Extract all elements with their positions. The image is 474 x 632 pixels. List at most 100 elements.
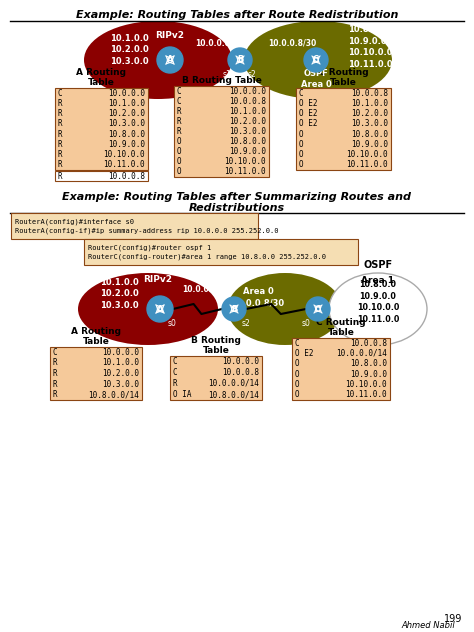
Text: 10.9.0.0: 10.9.0.0: [350, 370, 387, 379]
Text: 10.8.0.0: 10.8.0.0: [350, 360, 387, 368]
Text: R: R: [173, 379, 178, 388]
FancyBboxPatch shape: [174, 86, 269, 177]
Text: 10.0.0.8/30: 10.0.0.8/30: [268, 39, 316, 47]
FancyBboxPatch shape: [11, 213, 258, 239]
Text: RouterA(config)#interface s0
RouterA(config-if)#ip summary-address rip 10.0.0.0 : RouterA(config)#interface s0 RouterA(con…: [15, 218, 279, 234]
Text: O: O: [295, 391, 300, 399]
Text: 10.10.0.0: 10.10.0.0: [346, 380, 387, 389]
Text: B Routing Table: B Routing Table: [182, 76, 262, 85]
Text: R: R: [58, 161, 63, 169]
Text: Area 1: Area 1: [362, 276, 394, 285]
Text: s2: s2: [242, 319, 250, 328]
Ellipse shape: [244, 21, 392, 99]
Text: 10.1.0.0
10.2.0.0
10.3.0.0: 10.1.0.0 10.2.0.0 10.3.0.0: [110, 33, 149, 66]
Text: O: O: [295, 370, 300, 379]
Ellipse shape: [228, 273, 343, 345]
Text: O E2: O E2: [299, 109, 318, 118]
Circle shape: [228, 48, 252, 72]
Text: C Routing
Table: C Routing Table: [316, 318, 366, 337]
Text: B: B: [237, 56, 243, 64]
Text: 10.0.0.8: 10.0.0.8: [351, 88, 388, 97]
Text: C: C: [173, 368, 178, 377]
Text: 10.0.0.0: 10.0.0.0: [102, 348, 139, 357]
Text: C: C: [313, 56, 319, 64]
Text: O: O: [177, 147, 182, 156]
Text: C: C: [58, 88, 63, 97]
Text: C: C: [295, 339, 300, 348]
Text: 10.1.0.0
10.2.0.0
10.3.0.0: 10.1.0.0 10.2.0.0 10.3.0.0: [100, 277, 139, 310]
Circle shape: [157, 47, 183, 73]
Text: Example: Routing Tables after Summarizing Routes and: Example: Routing Tables after Summarizin…: [63, 192, 411, 202]
FancyBboxPatch shape: [84, 239, 358, 265]
Text: 10.0.0.8: 10.0.0.8: [229, 97, 266, 106]
Text: 10.10.0.0: 10.10.0.0: [224, 157, 266, 166]
Text: R: R: [58, 150, 63, 159]
Text: R: R: [58, 99, 63, 108]
Text: O: O: [299, 130, 304, 138]
Text: 10.3.0.0: 10.3.0.0: [351, 119, 388, 128]
Text: O IA: O IA: [173, 390, 191, 399]
Text: 10.8.0.0: 10.8.0.0: [108, 130, 145, 138]
Text: R: R: [177, 117, 182, 126]
Text: 10.0.0.8: 10.0.0.8: [350, 339, 387, 348]
Text: C: C: [315, 305, 321, 313]
Text: 10.3.0.0: 10.3.0.0: [102, 380, 139, 389]
Text: O E2: O E2: [299, 119, 318, 128]
Text: 10.0.0.0: 10.0.0.0: [222, 357, 259, 366]
Text: 199: 199: [444, 614, 462, 624]
Text: 10.1.0.0: 10.1.0.0: [351, 99, 388, 108]
Text: 10.8.0.0: 10.8.0.0: [229, 137, 266, 146]
Text: 10.11.0.0: 10.11.0.0: [346, 161, 388, 169]
Text: 10.0.0.0/30: 10.0.0.0/30: [182, 284, 230, 293]
Text: B Routing
Table: B Routing Table: [191, 336, 241, 355]
Text: 10.8.0.0
10.9.0.0
10.10.0.0
10.11.0.0: 10.8.0.0 10.9.0.0 10.10.0.0 10.11.0.0: [348, 25, 392, 69]
Circle shape: [304, 48, 328, 72]
Text: s1: s1: [223, 70, 231, 79]
Text: B: B: [231, 305, 237, 313]
Text: 10.2.0.0: 10.2.0.0: [108, 109, 145, 118]
Text: s0: s0: [301, 319, 310, 328]
Text: 10.0.0.8: 10.0.0.8: [108, 172, 145, 181]
Text: O: O: [299, 161, 304, 169]
Text: Area 0
10.0.0.8/30: Area 0 10.0.0.8/30: [231, 287, 284, 307]
Text: C: C: [173, 357, 178, 366]
Text: R: R: [58, 119, 63, 128]
Text: R: R: [177, 107, 182, 116]
Text: A: A: [167, 56, 173, 64]
FancyBboxPatch shape: [55, 88, 148, 170]
Text: 10.0.0.8: 10.0.0.8: [222, 368, 259, 377]
Text: 10.3.0.0: 10.3.0.0: [229, 127, 266, 136]
Text: R: R: [53, 369, 58, 378]
Text: 10.3.0.0: 10.3.0.0: [108, 119, 145, 128]
Text: 10.11.0.0: 10.11.0.0: [103, 161, 145, 169]
Text: RIPv2: RIPv2: [143, 275, 172, 284]
Circle shape: [222, 297, 246, 321]
Text: O: O: [295, 380, 300, 389]
Text: O: O: [295, 360, 300, 368]
Text: s2: s2: [247, 70, 256, 79]
Text: RouterC(config)#router ospf 1
RouterC(config-router)#area 1 range 10.8.0.0 255.2: RouterC(config)#router ospf 1 RouterC(co…: [88, 244, 326, 260]
Text: Ahmed Nabil: Ahmed Nabil: [401, 621, 455, 630]
Text: 10.1.0.0: 10.1.0.0: [229, 107, 266, 116]
Text: 10.1.0.0: 10.1.0.0: [102, 358, 139, 367]
Text: O: O: [177, 137, 182, 146]
Text: C: C: [177, 87, 182, 95]
Text: 10.8.0.0: 10.8.0.0: [351, 130, 388, 138]
Text: C: C: [299, 88, 304, 97]
Text: A: A: [157, 305, 163, 313]
Text: 10.9.0.0: 10.9.0.0: [229, 147, 266, 156]
Text: 10.11.0.0: 10.11.0.0: [224, 167, 266, 176]
Text: R: R: [53, 380, 58, 389]
Text: RIPv2: RIPv2: [155, 31, 184, 40]
Text: 10.0.0.0/30: 10.0.0.0/30: [195, 39, 243, 47]
Text: R: R: [58, 140, 63, 149]
Text: A Routing
Table: A Routing Table: [76, 68, 127, 87]
Text: OSPF
Area 0: OSPF Area 0: [301, 69, 331, 89]
Text: A Routing
Table: A Routing Table: [71, 327, 121, 346]
Text: 10.8.0.0/14: 10.8.0.0/14: [208, 390, 259, 399]
Text: R: R: [53, 358, 58, 367]
Text: 10.8.0.0
10.9.0.0
10.10.0.0
10.11.0.0: 10.8.0.0 10.9.0.0 10.10.0.0 10.11.0.0: [357, 280, 399, 324]
Ellipse shape: [78, 273, 218, 345]
Text: O E2: O E2: [299, 99, 318, 108]
Text: 10.10.0.0: 10.10.0.0: [103, 150, 145, 159]
